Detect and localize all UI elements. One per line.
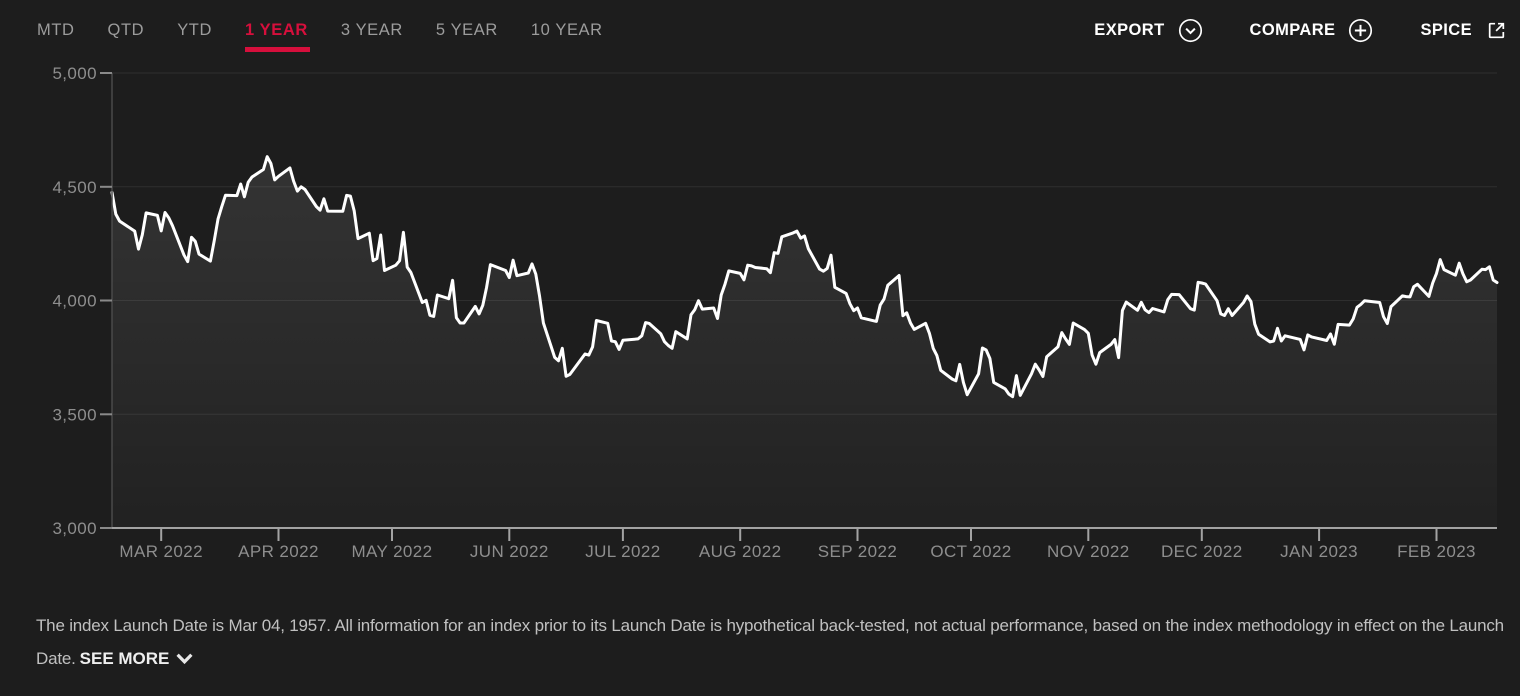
index-line [110, 155, 1499, 399]
chevron-down-circle-icon [1178, 18, 1202, 42]
y-axis-label: 3,500 [52, 405, 97, 424]
plus-circle-icon [1349, 18, 1373, 42]
x-axis-label: DEC 2022 [1161, 542, 1243, 561]
disclaimer-text: The index Launch Date is Mar 04, 1957. A… [36, 616, 1504, 668]
export-button[interactable]: EXPORT [1094, 18, 1202, 43]
compare-button[interactable]: COMPARE [1250, 18, 1374, 43]
chevron-down-icon [176, 653, 193, 664]
tab-3-year[interactable]: 3 YEAR [340, 20, 403, 39]
chart-toolbar: MTD QTD YTD 1 YEAR 3 YEAR 5 YEAR 10 YEAR… [0, 0, 1520, 60]
chart-actions: EXPORT COMPARE SPICE [1094, 18, 1508, 43]
tab-mtd[interactable]: MTD [37, 20, 75, 39]
tab-5-year[interactable]: 5 YEAR [435, 20, 498, 39]
tab-qtd[interactable]: QTD [107, 20, 145, 39]
x-axis-label: JUN 2022 [470, 542, 549, 561]
x-axis-label: SEP 2022 [818, 542, 897, 561]
tab-ytd[interactable]: YTD [177, 20, 212, 39]
x-axis-label: OCT 2022 [930, 542, 1011, 561]
x-axis-label: MAR 2022 [119, 542, 203, 561]
y-axis-label: 4,000 [52, 292, 97, 311]
x-axis-label: AUG 2022 [699, 542, 782, 561]
x-axis-label: JUL 2022 [585, 542, 660, 561]
price-chart[interactable]: 5,000 4,500 4,000 3,500 3,000 MAR 2022 APR 202… [0, 60, 1520, 600]
compare-label: COMPARE [1249, 20, 1336, 39]
see-more-label: SEE MORE [79, 648, 170, 668]
x-axis-label: JAN 2023 [1280, 542, 1358, 561]
spice-button[interactable]: SPICE [1420, 19, 1508, 42]
time-range-tabs: MTD QTD YTD 1 YEAR 3 YEAR 5 YEAR 10 YEAR [37, 0, 603, 60]
y-axis-label: 4,500 [52, 178, 97, 197]
tab-10-year[interactable]: 10 YEAR [530, 20, 603, 39]
area-fill [112, 156, 1497, 528]
y-axis-label: 5,000 [52, 64, 97, 83]
disclaimer: The index Launch Date is Mar 04, 1957. A… [36, 610, 1518, 675]
external-link-icon [1488, 22, 1505, 38]
x-axis-label: MAY 2022 [351, 542, 432, 561]
export-label: EXPORT [1094, 20, 1165, 39]
x-axis-label: APR 2022 [238, 542, 319, 561]
tab-1-year[interactable]: 1 YEAR [245, 0, 310, 60]
see-more-button[interactable]: SEE MORE [80, 649, 194, 668]
x-axis-label: NOV 2022 [1047, 542, 1130, 561]
x-axis-label: FEB 2023 [1397, 542, 1476, 561]
spice-label: SPICE [1420, 20, 1472, 39]
y-axis-label: 3,000 [52, 519, 97, 538]
